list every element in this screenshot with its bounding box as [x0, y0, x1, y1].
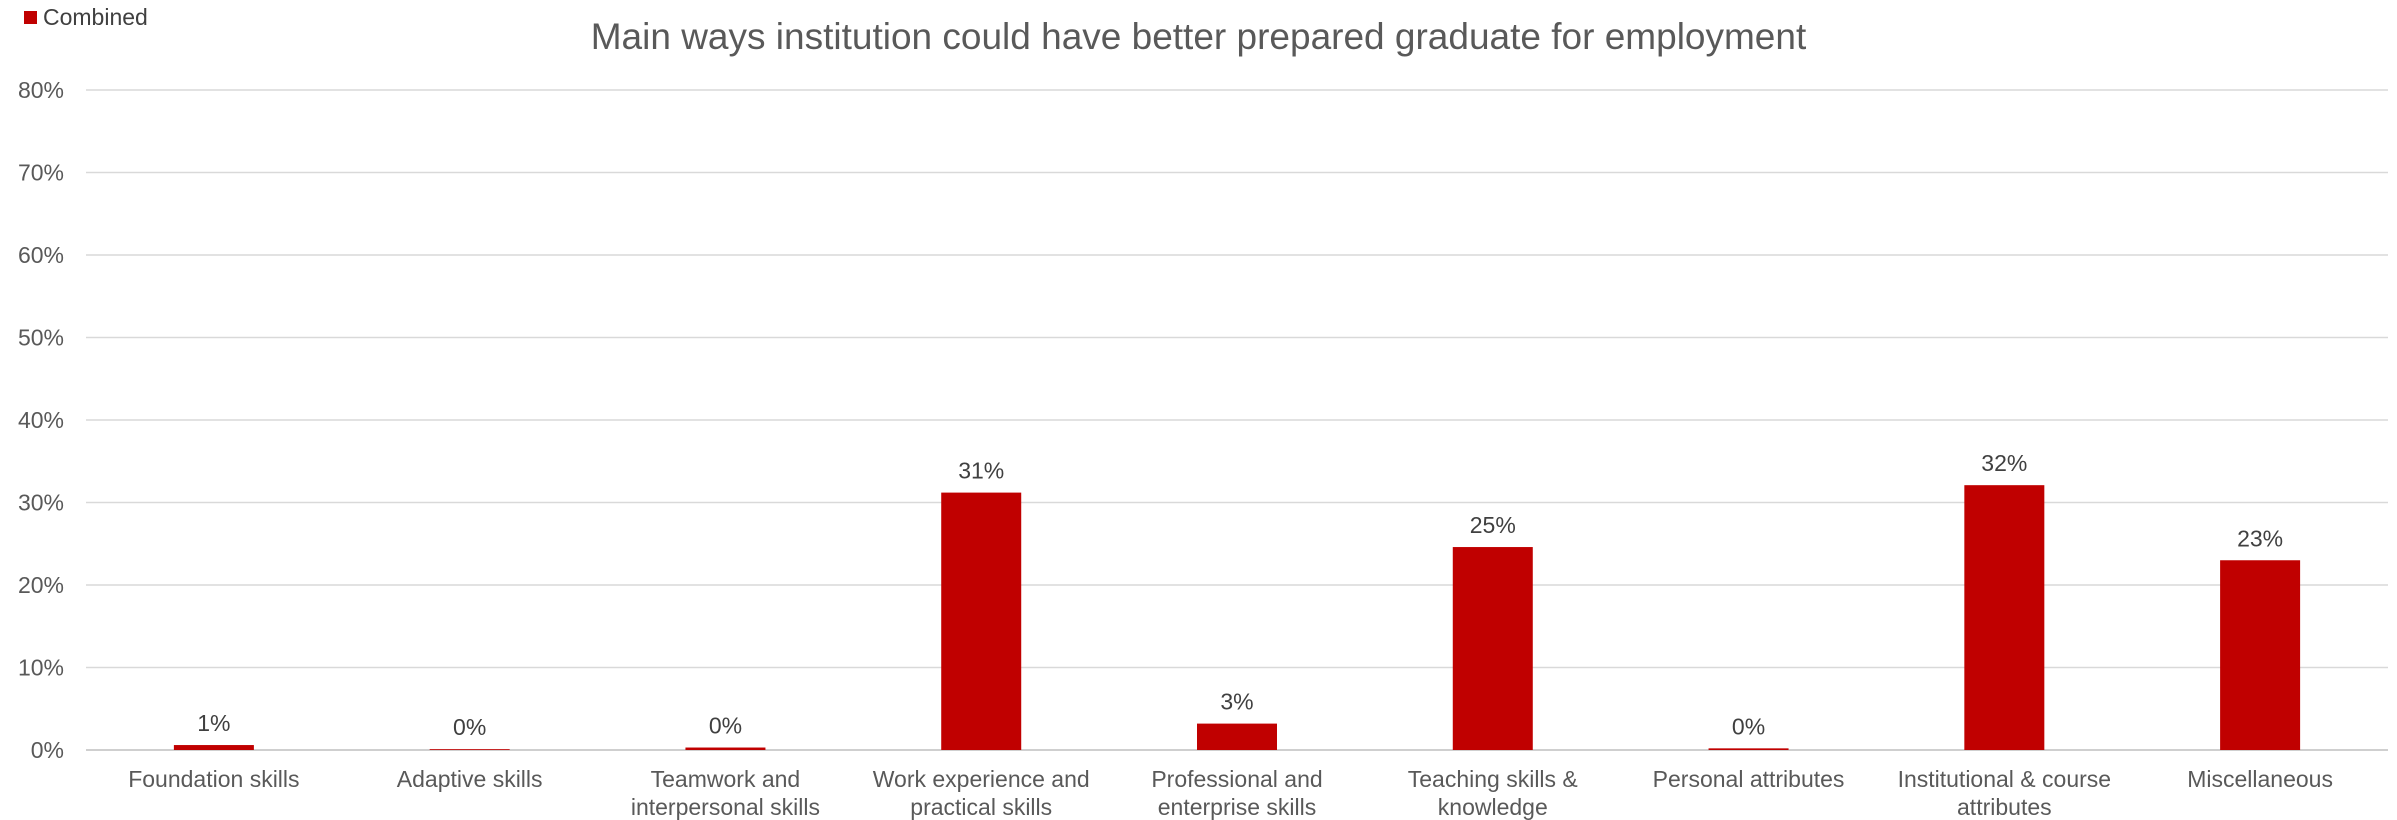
- x-tick-label: Professional and: [1151, 766, 1322, 792]
- y-tick-label: 60%: [18, 242, 64, 268]
- y-tick-label: 80%: [18, 77, 64, 103]
- x-tick-label: Foundation skills: [128, 766, 299, 792]
- data-label: 32%: [1981, 450, 2027, 476]
- data-label: 31%: [958, 458, 1004, 484]
- x-tick-label: Teamwork and: [651, 766, 801, 792]
- bar: [1708, 748, 1789, 750]
- data-label: 0%: [453, 714, 486, 740]
- x-tick-label: Institutional & course: [1898, 766, 2112, 792]
- legend-swatch-combined: [24, 11, 37, 24]
- chart-title: Main ways institution could have better …: [590, 16, 1807, 57]
- x-tick-label: Adaptive skills: [397, 766, 543, 792]
- chart-legend: Combined: [24, 4, 148, 31]
- bar: [2220, 560, 2301, 750]
- x-tick-label: Miscellaneous: [2187, 766, 2333, 792]
- legend-label-combined: Combined: [43, 4, 148, 30]
- data-label: 25%: [1470, 512, 1516, 538]
- x-tick-label: practical skills: [910, 794, 1052, 820]
- y-tick-label: 30%: [18, 490, 64, 516]
- bar: [685, 747, 766, 750]
- data-label: 1%: [197, 710, 230, 736]
- data-label: 3%: [1220, 689, 1253, 715]
- x-tick-label: attributes: [1957, 794, 2052, 820]
- bar: [1452, 547, 1533, 750]
- bar: [1964, 485, 2045, 750]
- x-tick-label: interpersonal skills: [631, 794, 820, 820]
- y-tick-label: 50%: [18, 325, 64, 351]
- x-tick-label: Personal attributes: [1653, 766, 1845, 792]
- y-tick-label: 20%: [18, 572, 64, 598]
- data-label: 23%: [2237, 525, 2283, 551]
- bar: [1197, 723, 1277, 750]
- y-tick-label: 0%: [31, 737, 64, 763]
- data-label: 0%: [1732, 713, 1765, 739]
- data-label: 0%: [709, 713, 742, 739]
- y-tick-label: 10%: [18, 655, 64, 681]
- bar: [941, 492, 1022, 750]
- x-tick-label: enterprise skills: [1158, 794, 1317, 820]
- x-tick-label: Teaching skills &: [1408, 766, 1578, 792]
- y-tick-label: 70%: [18, 160, 64, 186]
- y-tick-label: 40%: [18, 407, 64, 433]
- bar: [173, 745, 254, 750]
- x-tick-label: knowledge: [1438, 794, 1548, 820]
- x-tick-label: Work experience and: [873, 766, 1090, 792]
- bar: [429, 749, 510, 750]
